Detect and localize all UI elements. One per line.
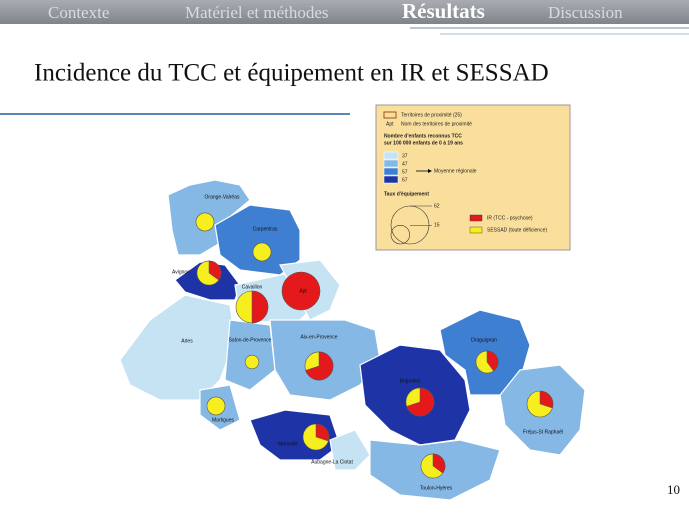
territory-label: Aubagne-La Ciotat [311, 459, 353, 465]
legend-size-label: 62 [434, 203, 440, 209]
territory-label: Martigues [212, 417, 234, 423]
legend-text: sur 100 000 enfants de 0 à 19 ans [384, 140, 463, 146]
legend-text: SESSAD (toute déficience) [487, 227, 547, 233]
legend-text: Nombre d'enfants reconnus TCC [384, 133, 462, 139]
nav-item[interactable]: Contexte [48, 3, 109, 22]
territory-label: Avignon [172, 269, 190, 275]
legend: Territoires de proximité (25) Apt Nom de… [376, 105, 570, 250]
region [120, 295, 235, 400]
legend-swatch [384, 160, 398, 167]
region [225, 320, 275, 390]
legend-value: 67 [402, 177, 408, 183]
legend-value: 57 [402, 169, 408, 175]
nav-item[interactable]: Matériel et méthodes [185, 3, 329, 22]
legend-value: 37 [402, 153, 408, 159]
territory-label: Draguignan [471, 337, 497, 343]
territory-label: Orange-Valréas [205, 194, 240, 200]
legend-text: Moyenne régionale [434, 168, 477, 174]
legend-size-label: 15 [434, 223, 440, 229]
territory-label: Brignoles [400, 378, 421, 384]
legend-value: 47 [402, 161, 408, 167]
legend-text: Taux d'équipement [384, 191, 429, 197]
nav-item-active[interactable]: Résultats [402, 0, 485, 23]
legend-text: Territoires de proximité (25) [401, 112, 462, 118]
legend-swatch [384, 176, 398, 183]
pie [196, 213, 214, 231]
territory-label: Marseille [278, 441, 298, 447]
territory-label: Cavaillon [242, 284, 263, 290]
legend-text: IR (TCC - psychose) [487, 215, 533, 221]
pie [253, 243, 271, 261]
territory-label: Fréjus-St Raphaël [523, 429, 563, 435]
territory-label: Arles [181, 338, 193, 344]
territory-label: Aix-en-Provence [301, 334, 338, 340]
nav-item[interactable]: Discussion [548, 3, 623, 22]
territory-label: Salon-de-Provence [229, 337, 272, 343]
legend-swatch [384, 168, 398, 175]
territory-label: Carpentras [253, 226, 278, 232]
legend-text: Apt [386, 121, 394, 127]
territory-label: Toulon-Hyères [420, 485, 453, 491]
pie [245, 355, 259, 369]
legend-swatch [384, 152, 398, 159]
territory-label: Apt [299, 288, 307, 294]
page-number: 10 [667, 482, 680, 497]
legend-swatch [470, 215, 482, 221]
slide-title: Incidence du TCC et équipement en IR et … [34, 60, 549, 87]
pie [207, 397, 225, 415]
legend-swatch [470, 227, 482, 233]
legend-text: Nom des territoires de proximité [401, 121, 472, 127]
